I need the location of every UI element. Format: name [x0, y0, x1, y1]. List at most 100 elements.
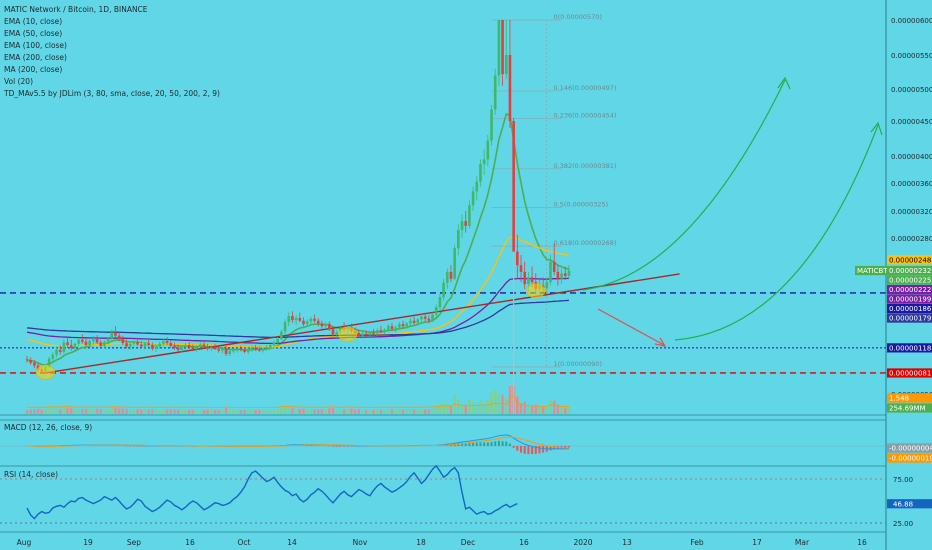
volume-bar	[339, 408, 342, 414]
macd-title[interactable]: MACD (12, 26, close, 9)	[4, 423, 93, 432]
candles	[25, 20, 571, 414]
volume-bar	[287, 406, 290, 414]
support-touch-marker[interactable]	[526, 283, 546, 299]
candle-body	[457, 229, 460, 249]
candle-body	[66, 342, 69, 346]
candle-body	[235, 348, 239, 350]
indicator-ema50[interactable]: EMA (50, close)	[4, 29, 63, 38]
volume-bar	[364, 409, 368, 414]
support-touch-marker[interactable]	[36, 364, 55, 380]
chart-title[interactable]: MATIC Network / Bitcoin, 1D, BINANCE	[4, 5, 148, 14]
volume-bar	[298, 408, 302, 414]
volume-bar	[276, 409, 279, 414]
candle-body	[228, 351, 232, 354]
time-axis[interactable]: Aug 19 Sep 16 Oct 14 Nov 18 Dec 16 2020 13 Feb 17 Mar 1…	[0, 531, 886, 547]
volume-bar	[117, 408, 121, 414]
rsi-pane: 75.00 25.00	[0, 464, 913, 528]
candle-body	[232, 349, 235, 352]
macd-histogram-bar	[472, 442, 475, 446]
projection-arrowhead[interactable]	[777, 76, 791, 90]
price-tick-label: 0.00000600	[891, 17, 932, 25]
volume-bar	[420, 409, 423, 414]
price-tick-label: 0.00000400	[891, 153, 932, 161]
candle-body	[73, 343, 77, 348]
candle-body	[523, 271, 527, 285]
projection-arrow-upper[interactable]	[582, 79, 786, 291]
volume-bar	[435, 406, 438, 414]
volume-bar	[151, 408, 154, 414]
rising-trendline[interactable]	[45, 273, 680, 374]
candle-body	[530, 277, 534, 283]
indicator-ma200[interactable]: MA (200, close)	[4, 65, 63, 74]
time-tick-label: 17	[752, 538, 762, 547]
candle-body	[497, 20, 501, 76]
volume-ma-line	[26, 393, 569, 408]
time-tick-label: Nov	[353, 538, 368, 547]
candle-body	[224, 348, 228, 354]
candle-body	[560, 273, 563, 279]
volume-bar	[199, 409, 202, 414]
rsi-value-text: 46.88	[893, 500, 913, 508]
candle-body	[328, 324, 331, 329]
rsi-tick-label: 25.00	[893, 520, 913, 528]
fib-level-label: 1(0.00000090)	[554, 360, 603, 368]
volume-bar	[36, 408, 40, 414]
volume-bar	[250, 410, 254, 414]
candle-body	[357, 332, 361, 336]
projection-arrowhead[interactable]	[870, 121, 883, 136]
projection-arrow-lower[interactable]	[674, 124, 879, 341]
volume-bar	[460, 403, 464, 414]
pullback-arrow[interactable]	[597, 308, 665, 346]
candle-body	[394, 327, 397, 329]
price-label-box	[887, 265, 932, 276]
candle-body	[298, 318, 302, 321]
price-label-box	[887, 284, 932, 295]
ema10-line	[26, 112, 569, 366]
volume-bar	[527, 404, 530, 414]
volume-bar	[416, 409, 419, 414]
volume-bar	[412, 409, 416, 414]
volume-bar	[202, 409, 206, 414]
volume-bar	[405, 409, 408, 414]
volume-bar	[541, 407, 545, 414]
indicator-volume[interactable]: Vol (20)	[4, 77, 34, 86]
volume-bar	[173, 409, 176, 414]
trendline[interactable]	[45, 273, 680, 374]
annotations[interactable]	[36, 76, 883, 380]
volume-bar	[549, 398, 552, 414]
time-tick-label: Mar	[795, 538, 810, 547]
indicator-ema200[interactable]: EMA (200, close)	[4, 53, 67, 62]
price-label-box	[887, 294, 932, 304]
support-touch-marker[interactable]	[338, 326, 358, 342]
volume-bar	[556, 404, 560, 414]
volume-bar	[305, 409, 309, 414]
candle-body	[47, 358, 51, 367]
volume-bar	[475, 403, 478, 414]
candle-body	[305, 321, 309, 325]
candle-body	[221, 348, 224, 351]
volume-bar	[516, 396, 519, 414]
candle-body	[162, 341, 165, 344]
candle-body	[202, 344, 206, 347]
macd-histogram-bar	[527, 446, 530, 455]
rsi-title[interactable]: RSI (14, close)	[4, 470, 59, 479]
indicator-ema100[interactable]: EMA (100, close)	[4, 41, 67, 50]
time-tick-label: Dec	[461, 538, 476, 547]
macd-label-text: -0.00000019	[889, 455, 932, 463]
indicator-td-ma[interactable]: TD_MAv5.5 by JDLim (3, 80, sma, close, 2…	[4, 89, 220, 98]
price-labels: 0.00000248MATICBTC0.000002320.000002250.…	[855, 255, 932, 509]
candle-body	[423, 316, 427, 319]
indicator-ema10[interactable]: EMA (10, close)	[4, 17, 63, 26]
macd-histogram-bar	[461, 442, 464, 446]
volume-bar	[88, 408, 91, 414]
volume-bar	[505, 397, 508, 414]
volume-bar	[125, 408, 128, 414]
candle-body	[508, 55, 512, 121]
volume-bar	[239, 410, 243, 414]
volume-bar	[372, 410, 375, 414]
price-tick-label: 0.00000320	[891, 208, 932, 216]
volume-label-box	[887, 403, 932, 413]
volume-bar	[409, 409, 412, 414]
pullback-arrowhead[interactable]	[654, 337, 667, 347]
